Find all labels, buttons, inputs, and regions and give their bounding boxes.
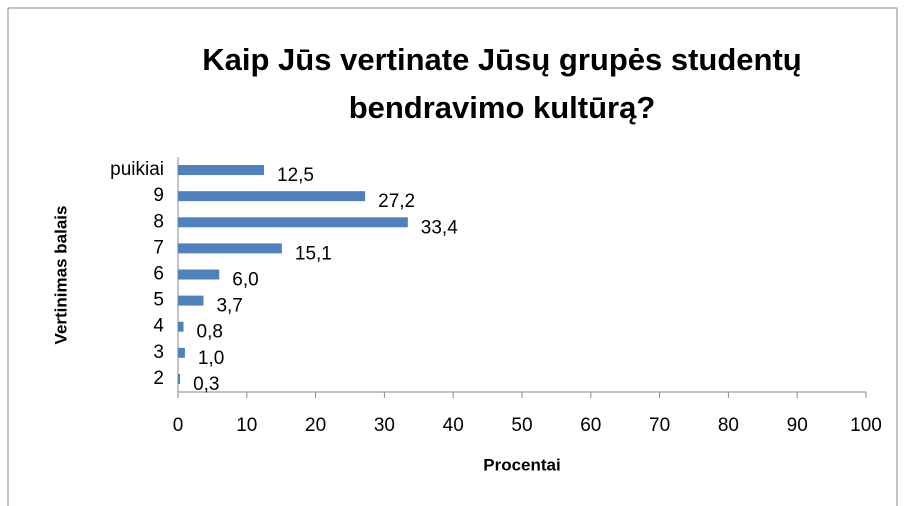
chart-title: Kaip Jūs vertinate Jūsų grupės studentų … — [202, 42, 802, 125]
bar — [178, 295, 204, 306]
value-label: 1,0 — [198, 348, 224, 369]
x-tick-label: 70 — [649, 415, 670, 436]
y-tick-label: 5 — [153, 290, 164, 311]
bar — [178, 217, 408, 228]
x-tick-label: 20 — [305, 415, 326, 436]
y-tick-label: puikiai — [110, 159, 164, 180]
bar — [178, 243, 282, 254]
value-label: 33,4 — [421, 217, 458, 238]
y-tick-label: 3 — [153, 342, 164, 363]
y-tick-label: 8 — [153, 211, 164, 232]
bar — [178, 269, 220, 280]
value-label: 27,2 — [378, 191, 415, 212]
value-label: 6,0 — [232, 270, 258, 291]
value-label: 3,7 — [216, 296, 242, 317]
y-tick-label: 9 — [153, 185, 164, 206]
bar — [178, 321, 184, 332]
y-axis-label: Vertinimas balais — [51, 206, 70, 345]
x-tick-label: 30 — [374, 415, 395, 436]
bar — [178, 373, 181, 384]
chart-frame — [7, 7, 898, 506]
x-tick-label: 100 — [850, 415, 882, 436]
value-label: 0,8 — [197, 322, 223, 343]
y-tick-label: 7 — [153, 237, 164, 258]
bar — [178, 165, 264, 176]
bar — [178, 191, 366, 202]
x-tick-label: 80 — [718, 415, 739, 436]
value-label: 15,1 — [295, 243, 332, 264]
value-label: 0,3 — [193, 374, 219, 395]
x-tick-label: 60 — [580, 415, 601, 436]
y-tick-label: 2 — [153, 368, 164, 389]
bar — [178, 347, 185, 358]
y-tick-label: 4 — [153, 316, 164, 337]
value-label: 12,5 — [277, 165, 314, 186]
y-tick-label: 6 — [153, 264, 164, 285]
x-tick-label: 40 — [443, 415, 464, 436]
x-tick-label: 10 — [236, 415, 257, 436]
x-axis-label: Procentai — [483, 455, 560, 474]
x-tick-label: 0 — [173, 415, 184, 436]
x-tick-label: 90 — [787, 415, 808, 436]
x-tick-label: 50 — [511, 415, 532, 436]
